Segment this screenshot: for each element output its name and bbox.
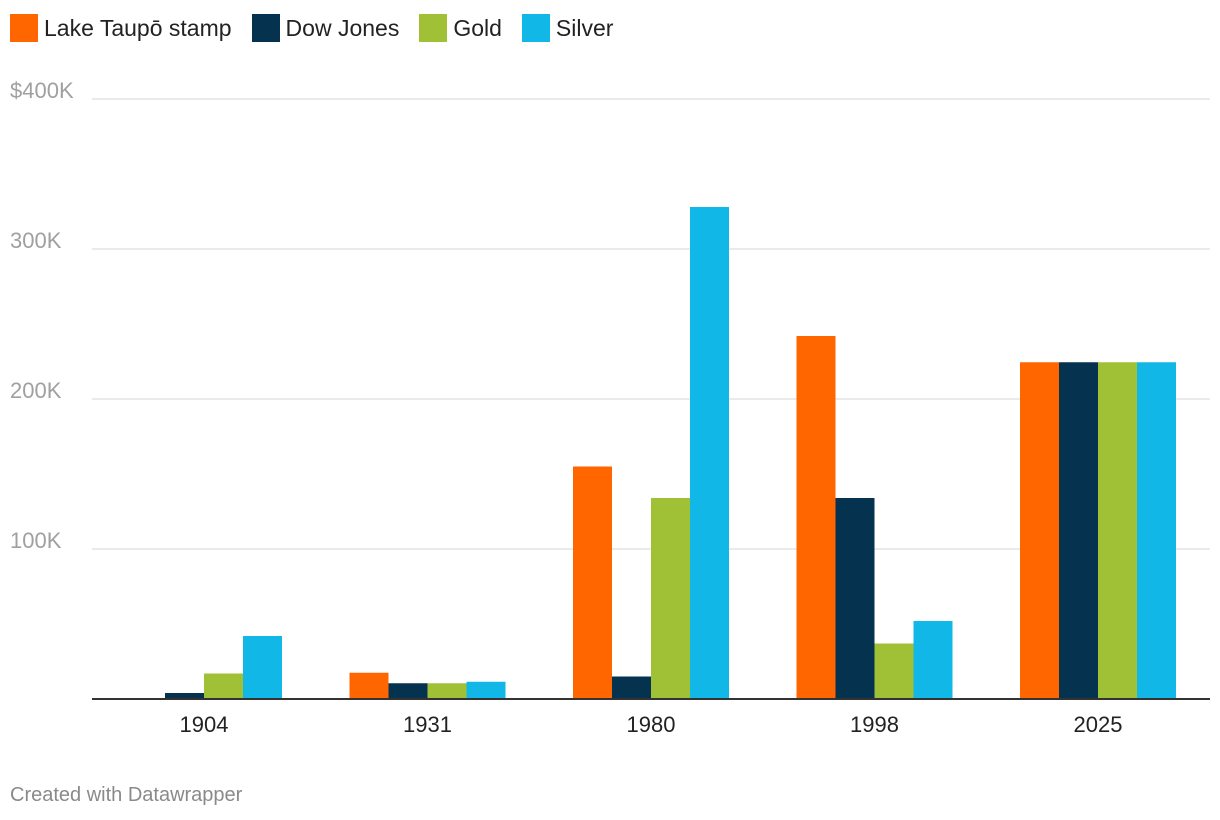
bar <box>835 498 875 699</box>
bar <box>690 207 729 699</box>
bar <box>796 336 836 699</box>
legend-item-lake-taupo-stamp: Lake Taupō stamp <box>10 14 232 42</box>
legend-swatch-dow-jones <box>251 14 280 42</box>
legend-item-silver: Silver <box>521 14 614 42</box>
y-tick-label: 100K <box>10 528 62 553</box>
bar <box>165 693 204 699</box>
legend-label-dow-jones: Dow Jones <box>285 14 400 41</box>
bar-chart: 100K 200K 300K $400K 1904 1931 1980 1998 2025 <box>10 78 1210 737</box>
bar <box>466 681 506 699</box>
bar <box>204 673 243 699</box>
footer-credit: Created with Datawrapper <box>10 784 243 806</box>
bar <box>1059 362 1098 699</box>
bar <box>651 498 690 699</box>
y-tick-label: 200K <box>10 378 62 403</box>
legend-item-dow-jones: Dow Jones <box>251 14 400 42</box>
y-tick-label: $400K <box>10 78 74 103</box>
bar <box>573 466 612 699</box>
bar <box>612 676 651 699</box>
legend-item-gold: Gold <box>419 14 502 42</box>
bar <box>243 636 282 699</box>
legend: Lake Taupō stamp Dow Jones Gold Silver <box>10 12 633 44</box>
legend-swatch-silver <box>521 14 550 42</box>
legend-label-lake-taupo-stamp: Lake Taupō stamp <box>44 14 232 41</box>
legend-swatch-gold <box>419 14 448 42</box>
y-tick-label: 300K <box>10 228 62 253</box>
legend-label-gold: Gold <box>453 14 502 41</box>
bar <box>1137 362 1176 699</box>
bar <box>349 672 389 699</box>
x-tick-label: 1998 <box>850 712 899 737</box>
bar <box>913 621 953 699</box>
x-tick-label: 1980 <box>627 712 676 737</box>
x-tick-label: 1904 <box>180 712 229 737</box>
legend-swatch-lake-taupo-stamp <box>10 14 38 42</box>
x-tick-label: 1931 <box>403 712 452 737</box>
x-tick-label: 2025 <box>1074 712 1123 737</box>
bar <box>1098 362 1137 699</box>
bar <box>874 643 914 699</box>
bar <box>388 683 428 699</box>
legend-label-silver: Silver <box>555 14 614 41</box>
bar <box>427 683 467 699</box>
bar <box>1020 362 1059 699</box>
